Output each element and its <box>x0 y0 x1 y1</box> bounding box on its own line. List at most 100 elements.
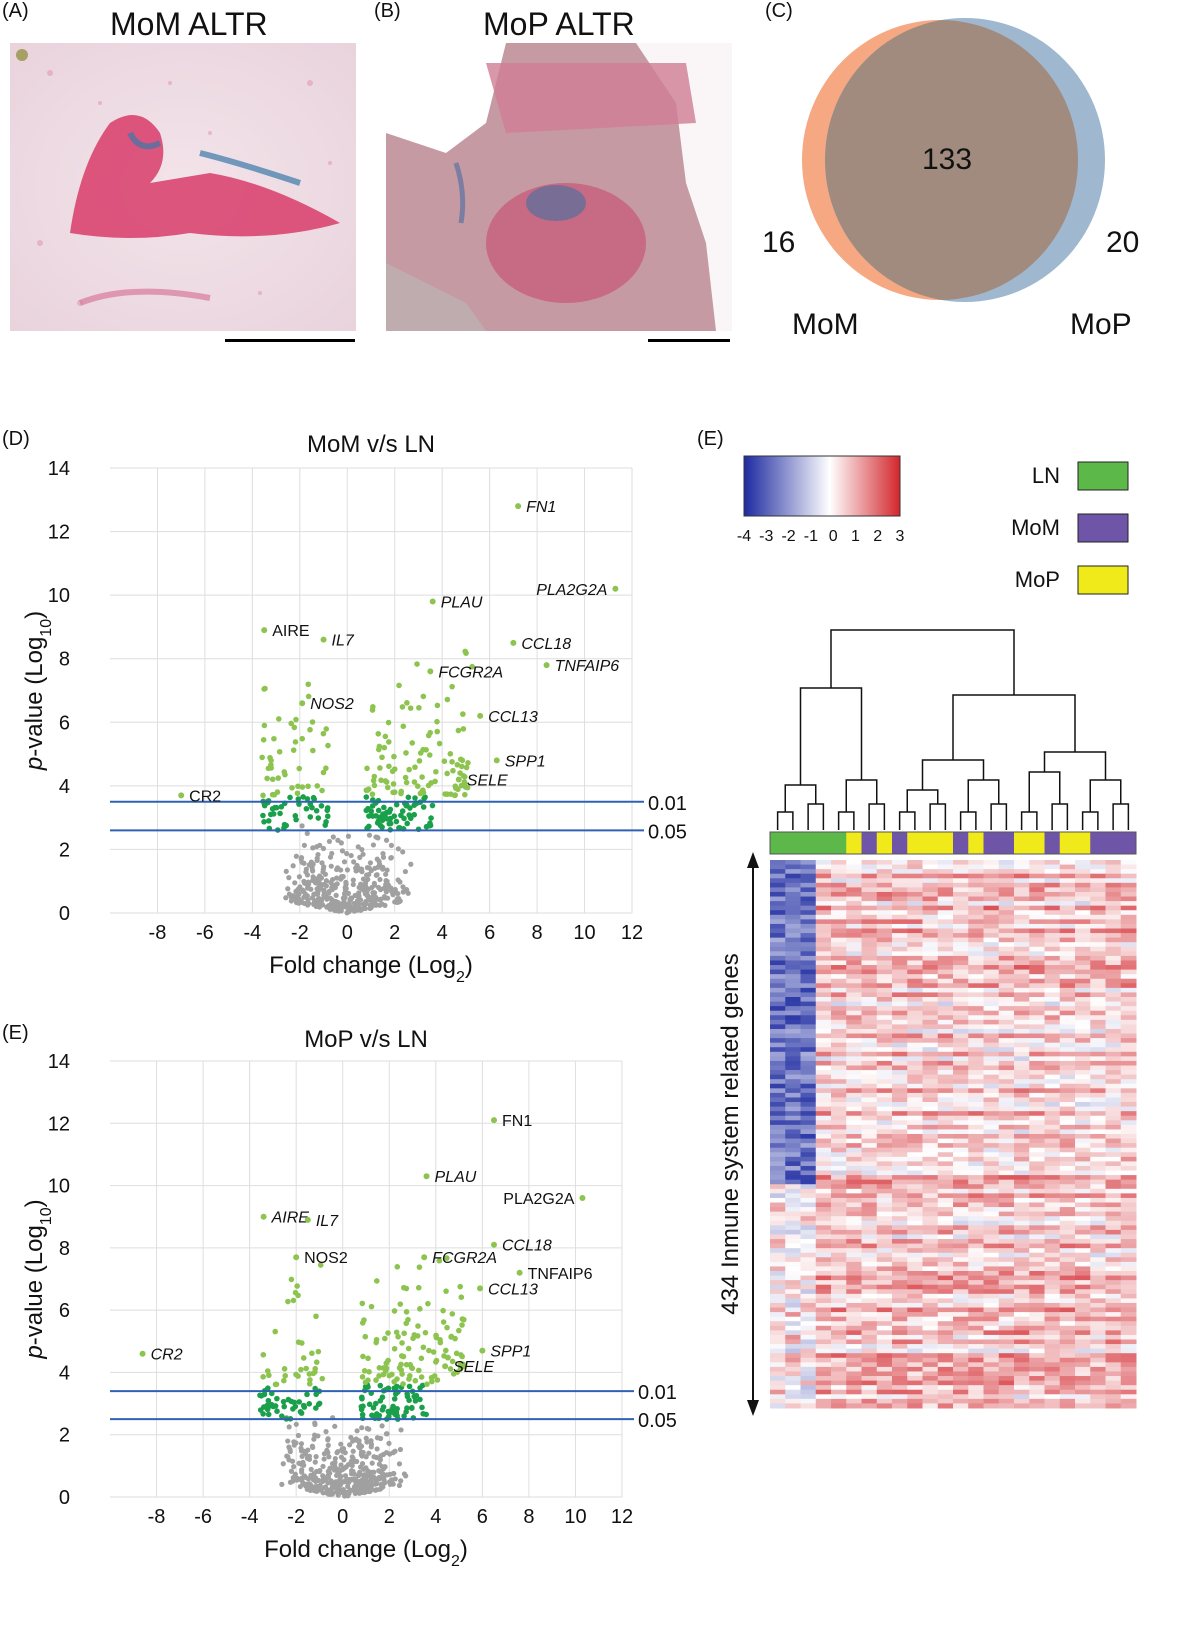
heatmap-cell <box>907 1289 923 1295</box>
heatmap-cell <box>1075 878 1091 884</box>
heatmap-cell <box>1044 1220 1061 1226</box>
heatmap-cell <box>785 1051 801 1057</box>
heatmap-cell <box>1075 1334 1091 1340</box>
point-p01 <box>434 702 441 709</box>
heatmap-cell <box>1105 1188 1122 1194</box>
heatmap-cell <box>907 1156 923 1162</box>
point-ns <box>368 1478 374 1484</box>
heatmap-cell <box>800 1024 817 1030</box>
heatmap-cell <box>800 1211 817 1217</box>
heatmap-cell <box>831 974 847 980</box>
heatmap-cell <box>846 937 862 943</box>
heatmap-cell <box>1120 1161 1137 1167</box>
point-p01 <box>360 1353 366 1360</box>
heatmap-cell <box>831 1147 847 1153</box>
point-p01 <box>375 730 382 737</box>
heatmap-cell <box>1014 1143 1030 1149</box>
heatmap-cell <box>800 1380 817 1386</box>
heatmap-cell <box>876 1147 893 1153</box>
heatmap-cell <box>876 910 893 916</box>
heatmap-cell <box>1090 1394 1106 1400</box>
heatmap-cell <box>1120 1366 1137 1372</box>
gene-point <box>427 668 434 675</box>
heatmap-cell <box>1075 1275 1091 1281</box>
heatmap-cell <box>831 1357 847 1363</box>
heatmap-cell <box>1029 1207 1045 1213</box>
heatmap-cell <box>937 1115 954 1121</box>
heatmap-cell <box>1029 1353 1045 1359</box>
heatmap-cell <box>907 905 923 911</box>
heatmap-cell <box>1044 1357 1061 1363</box>
heatmap-cell <box>770 1298 786 1304</box>
heatmap-cell <box>846 1389 862 1395</box>
heatmap-cell <box>800 1184 817 1190</box>
heatmap-cell <box>1044 1234 1061 1240</box>
point-p01 <box>433 1359 439 1365</box>
heatmap-cell <box>1059 1175 1076 1181</box>
heatmap-cell <box>1090 882 1106 888</box>
heatmap-cell <box>953 1006 969 1012</box>
heatmap-cell <box>907 1188 923 1194</box>
point-ns <box>354 862 360 869</box>
heatmap-cell <box>846 1065 862 1071</box>
heatmap-cell <box>831 1257 847 1263</box>
heatmap-cell <box>785 864 801 870</box>
heatmap-cell <box>1090 914 1106 920</box>
heatmap-cell <box>1090 1216 1106 1222</box>
point-p05 <box>296 1399 302 1405</box>
heatmap-cell <box>1029 1257 1045 1263</box>
heatmap-cell <box>1120 1202 1137 1208</box>
point-ns <box>310 1477 317 1483</box>
heatmap-cell <box>770 928 786 934</box>
heatmap-cell <box>1029 1079 1045 1085</box>
heatmap-cell <box>770 1362 786 1368</box>
heatmap-cell <box>907 1271 923 1277</box>
heatmap-cell <box>968 933 984 939</box>
heatmap-cell <box>785 1216 801 1222</box>
heatmap-cell <box>800 1083 817 1089</box>
heatmap-cell <box>1120 1065 1137 1071</box>
heatmap-cell <box>1059 1339 1076 1345</box>
heatmap-cell <box>907 1047 923 1053</box>
heatmap-cell <box>1059 1060 1076 1066</box>
heatmap-cell <box>1059 896 1076 902</box>
heatmap-cell <box>861 1239 878 1245</box>
heatmap-cell <box>785 1060 801 1066</box>
heatmap-cell <box>1120 1362 1137 1368</box>
heatmap-cell <box>800 1060 817 1066</box>
heatmap-cell <box>770 1280 786 1286</box>
heatmap-cell <box>1120 1138 1137 1144</box>
heatmap-cell <box>815 1362 832 1368</box>
heatmap-cell <box>983 1271 1000 1277</box>
heatmap-cell <box>998 1376 1015 1382</box>
heatmap-cell <box>1075 1234 1091 1240</box>
heatmap-cell <box>892 901 908 907</box>
heatmap-cell <box>861 891 878 898</box>
heatmap-cell <box>846 1344 862 1350</box>
heatmap-cell <box>876 937 893 943</box>
heatmap-cell <box>1075 914 1091 920</box>
heatmap-cell <box>998 1330 1015 1336</box>
heatmap-cell <box>800 1138 817 1144</box>
heatmap-cell <box>876 987 893 993</box>
heatmap-cell <box>983 1325 1000 1331</box>
heatmap-cell <box>983 1001 1000 1007</box>
heatmap-cell <box>998 1284 1015 1290</box>
heatmap-cell <box>937 1152 954 1158</box>
heatmap-cell <box>1044 1248 1061 1254</box>
heatmap-cell <box>1105 1357 1122 1363</box>
heatmap-cell <box>770 1028 786 1035</box>
heatmap-cell <box>846 1248 862 1254</box>
heatmap-cell <box>983 1060 1000 1066</box>
heatmap-cell <box>876 983 893 989</box>
point-p05 <box>419 1404 425 1411</box>
point-p05 <box>260 812 266 819</box>
point-ns <box>392 1476 398 1482</box>
heatmap-cell <box>1105 1111 1122 1117</box>
heatmap-cell <box>815 1353 832 1359</box>
heatmap-cell <box>953 1394 969 1400</box>
heatmap-cell <box>892 878 908 884</box>
heatmap-cell <box>1059 878 1076 884</box>
heatmap-cell <box>785 987 801 993</box>
point-ns <box>296 897 302 903</box>
